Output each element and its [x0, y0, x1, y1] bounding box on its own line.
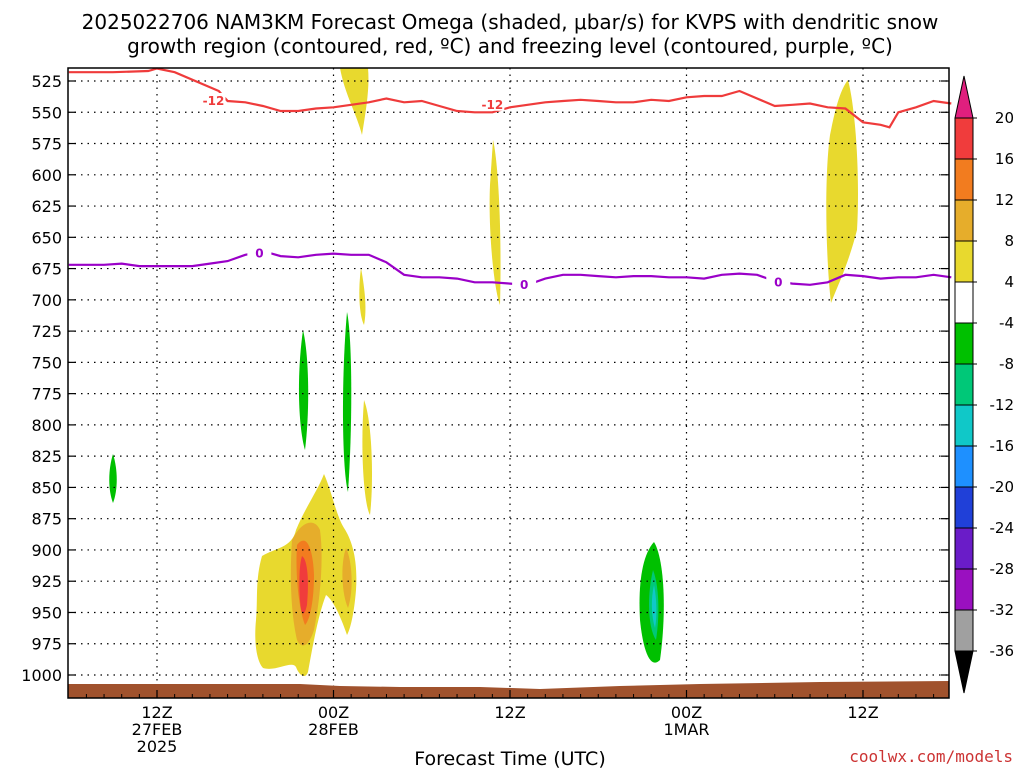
colorbar-label: 4 [1004, 273, 1014, 291]
plot-border [67, 67, 950, 699]
y-tick-label: 675 [31, 260, 62, 279]
colorbar-label: 12 [995, 191, 1014, 209]
colorbar-swatch [954, 240, 974, 283]
x-tick-label: 28FEB [308, 720, 359, 739]
colorbar-label: 20 [995, 109, 1014, 127]
colorbar-swatch [954, 404, 974, 447]
y-tick-label: 625 [31, 197, 62, 216]
x-tick-label: 00Z [671, 703, 702, 722]
temperature-contours: -12 -12 0 0 0 [68, 67, 952, 292]
x-tick-label: 12Z [141, 703, 172, 722]
x-tick-label: 00Z [318, 703, 349, 722]
y-tick-label: 525 [31, 72, 62, 91]
shade-yellow-mid [362, 400, 372, 515]
colorbar-bottom-arrow [954, 650, 974, 694]
x-tick-label: 12Z [847, 703, 878, 722]
colorbar-swatch [954, 445, 974, 488]
y-tick-label: 750 [31, 353, 62, 372]
contour-label: -12 [482, 98, 504, 112]
colorbar-label: -24 [990, 519, 1015, 537]
shade-yellow-upper-2 [489, 140, 501, 305]
shade-yellow-upper-3 [826, 80, 858, 303]
colorbar-label: -8 [999, 355, 1014, 373]
x-tick-label: 27FEB [132, 720, 183, 739]
x-tick-label: 2025 [137, 737, 178, 756]
contour-label-bg [201, 93, 226, 108]
chart-title-line-1: 2025022706 NAM3KM Forecast Omega (shaded… [82, 10, 939, 34]
colorbar-swatch [954, 568, 974, 611]
shade-red-core [299, 556, 308, 614]
y-tick-label: 600 [31, 166, 62, 185]
x-tick-label: 12Z [494, 703, 525, 722]
colorbar-label: -20 [990, 478, 1015, 496]
colorbar-swatch [954, 158, 974, 201]
colorbar-label: -4 [999, 314, 1014, 332]
y-tick-label: 875 [31, 510, 62, 529]
contour-label-bg [247, 245, 272, 260]
contour-label-bg [512, 276, 537, 291]
shade-cyan-core [651, 585, 657, 628]
y-tick-label: 950 [31, 603, 62, 622]
colorbar-label: -12 [990, 396, 1015, 414]
contour-line-freezing [68, 251, 952, 286]
shade-green-3 [109, 454, 117, 503]
y-tick-label: 900 [31, 541, 62, 560]
contour-line-minus12 [68, 67, 952, 129]
shade-yellow-thin-spike [359, 268, 366, 325]
contour-label-bg [480, 96, 505, 111]
y-tick-label: 650 [31, 228, 62, 247]
colorbar-swatch [954, 281, 974, 324]
colorbar-label: 16 [995, 150, 1014, 168]
colorbar-swatch [954, 322, 974, 365]
colorbar-top-arrow [954, 75, 974, 119]
colorbar-swatch [954, 117, 974, 160]
plot-background [68, 68, 949, 698]
ground-terrain [68, 681, 949, 698]
omega-shading [109, 68, 858, 677]
colorbar-swatch [954, 609, 974, 652]
grid-lines [68, 68, 949, 698]
y-tick-label: 775 [31, 385, 62, 404]
shade-green-2 [342, 312, 352, 492]
y-tick-label: 925 [31, 572, 62, 591]
contour-label: 0 [520, 278, 528, 292]
colorbar-label: -36 [990, 642, 1015, 660]
colorbar-swatch [954, 199, 974, 242]
y-tick-label: 800 [31, 416, 62, 435]
y-tick-label: 575 [31, 135, 62, 154]
site-credit: coolwx.com/models [849, 747, 1013, 766]
plot-area: -12 -12 0 0 0 [67, 67, 952, 699]
y-axis-pressure: 525 550 575 600 625 650 675 700 725 750 775 800 825 8… [21, 72, 949, 685]
chart-title-line-2: growth region (contoured, red, ºC) and f… [127, 34, 893, 58]
colorbar-label: -16 [990, 437, 1015, 455]
y-tick-label: 850 [31, 478, 62, 497]
contour-label: 0 [774, 275, 782, 289]
y-tick-label: 725 [31, 322, 62, 341]
colorbar-label: -28 [990, 560, 1015, 578]
colorbar-label: -32 [990, 601, 1015, 619]
shade-orange-2 [342, 548, 352, 608]
x-tick-label: 1MAR [663, 720, 709, 739]
y-tick-label: 1000 [21, 666, 62, 685]
y-tick-label: 550 [31, 103, 62, 122]
contour-label-bg [766, 274, 791, 289]
x-axis-label: Forecast Time (UTC) [414, 748, 605, 768]
shade-yellow-upper-1 [340, 68, 369, 135]
y-tick-label: 700 [31, 291, 62, 310]
shade-green-1 [298, 330, 309, 450]
colorbar-swatch [954, 527, 974, 570]
omega-colorbar: 20 16 12 8 4 -4 -8 -12 -16 -20 -24 -28 -32 -36 [954, 75, 1015, 694]
contour-label: 0 [255, 247, 263, 261]
colorbar-swatch [954, 363, 974, 406]
y-tick-label: 825 [31, 447, 62, 466]
colorbar-label: 8 [1004, 232, 1014, 250]
contour-label: -12 [203, 94, 225, 108]
colorbar-swatch [954, 486, 974, 529]
y-tick-label: 975 [31, 635, 62, 654]
